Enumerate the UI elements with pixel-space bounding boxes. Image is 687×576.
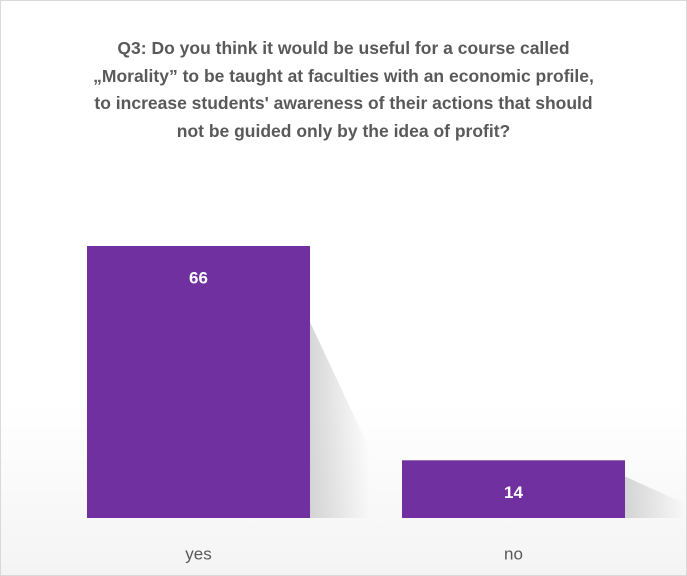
- data-label: 14: [504, 483, 523, 502]
- data-label: 66: [189, 268, 208, 287]
- x-tick-label: no: [504, 544, 523, 563]
- bar: [401, 460, 626, 518]
- bar-shadow: [310, 322, 371, 518]
- chart-title: Q3: Do you think it would be useful for …: [93, 38, 594, 141]
- bar-shadow: [625, 476, 686, 518]
- x-tick-label: yes: [185, 544, 211, 563]
- bar: [86, 246, 311, 518]
